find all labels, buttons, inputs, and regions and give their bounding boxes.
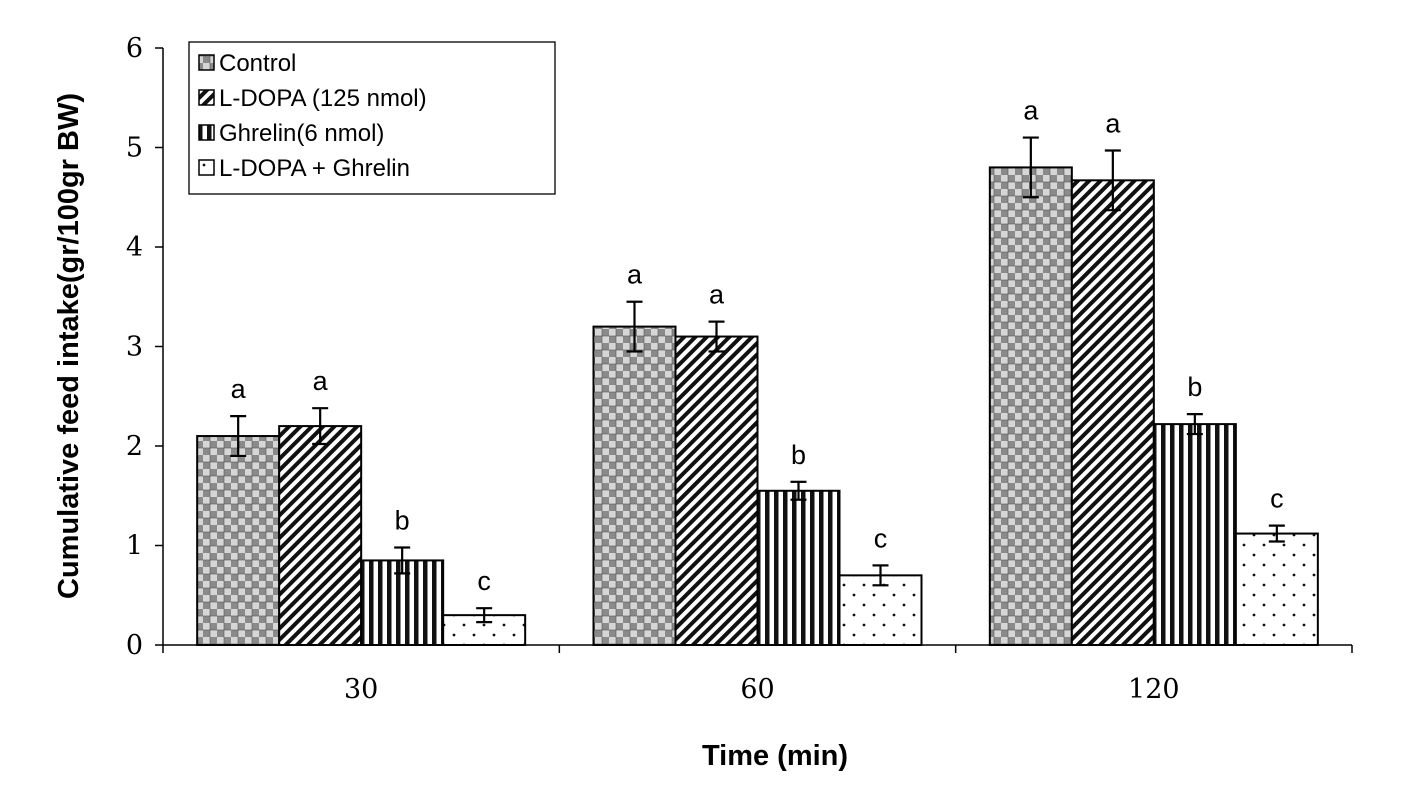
significance-label: c (1270, 484, 1284, 514)
bar (592, 325, 677, 646)
significance-label: a (313, 366, 329, 396)
bar (278, 425, 363, 646)
bars-group (196, 166, 1319, 647)
bar (756, 489, 841, 646)
y-tick-label: 0 (126, 630, 143, 661)
significance-labels-group: a a a a a a b b b c c c (231, 96, 1284, 597)
significance-label: b (1187, 372, 1202, 402)
significance-label: a (231, 374, 247, 404)
legend-label: L-DOPA (125 nmol) (219, 85, 427, 112)
bar (838, 574, 923, 646)
x-axis-title: Time (min) (702, 740, 848, 772)
bar (674, 335, 759, 646)
legend-swatch (198, 124, 215, 141)
legend-box (188, 41, 556, 195)
significance-label: a (627, 260, 643, 290)
legend-label: Control (219, 50, 296, 77)
x-tick-label: 120 (1128, 674, 1180, 705)
bar (196, 435, 281, 646)
significance-label: b (791, 440, 806, 470)
y-tick-label: 1 (126, 531, 143, 562)
x-tick-label: 30 (344, 674, 378, 705)
bar (360, 559, 445, 646)
legend-swatch (198, 54, 215, 71)
y-tick-label: 2 (126, 431, 143, 462)
significance-label: a (1105, 108, 1121, 138)
legend-swatch (198, 89, 215, 106)
y-tick-label: 4 (126, 232, 143, 263)
significance-label: c (874, 523, 888, 553)
bar (1234, 532, 1319, 646)
legend: Control L-DOPA (125 nmol) Ghrelin(6 nmol) L… (188, 41, 556, 195)
y-tick-label: 5 (126, 133, 143, 164)
significance-label: a (1023, 96, 1039, 126)
bar (988, 166, 1073, 646)
x-tick-label: 60 (740, 674, 774, 705)
bar (1070, 179, 1155, 647)
y-axis-title: Cumulative feed intake(gr/100gr BW) (53, 93, 85, 599)
legend-swatch (198, 159, 215, 176)
significance-label: b (395, 505, 410, 535)
bar (1152, 423, 1237, 646)
significance-label: a (709, 280, 725, 310)
y-tick-label: 3 (126, 332, 143, 363)
legend-label: L-DOPA + Ghrelin (219, 155, 410, 182)
legend-label: Ghrelin(6 nmol) (219, 120, 384, 147)
significance-label: c (477, 566, 491, 596)
y-tick-label: 6 (126, 33, 143, 64)
error-bars-group (230, 136, 1285, 624)
